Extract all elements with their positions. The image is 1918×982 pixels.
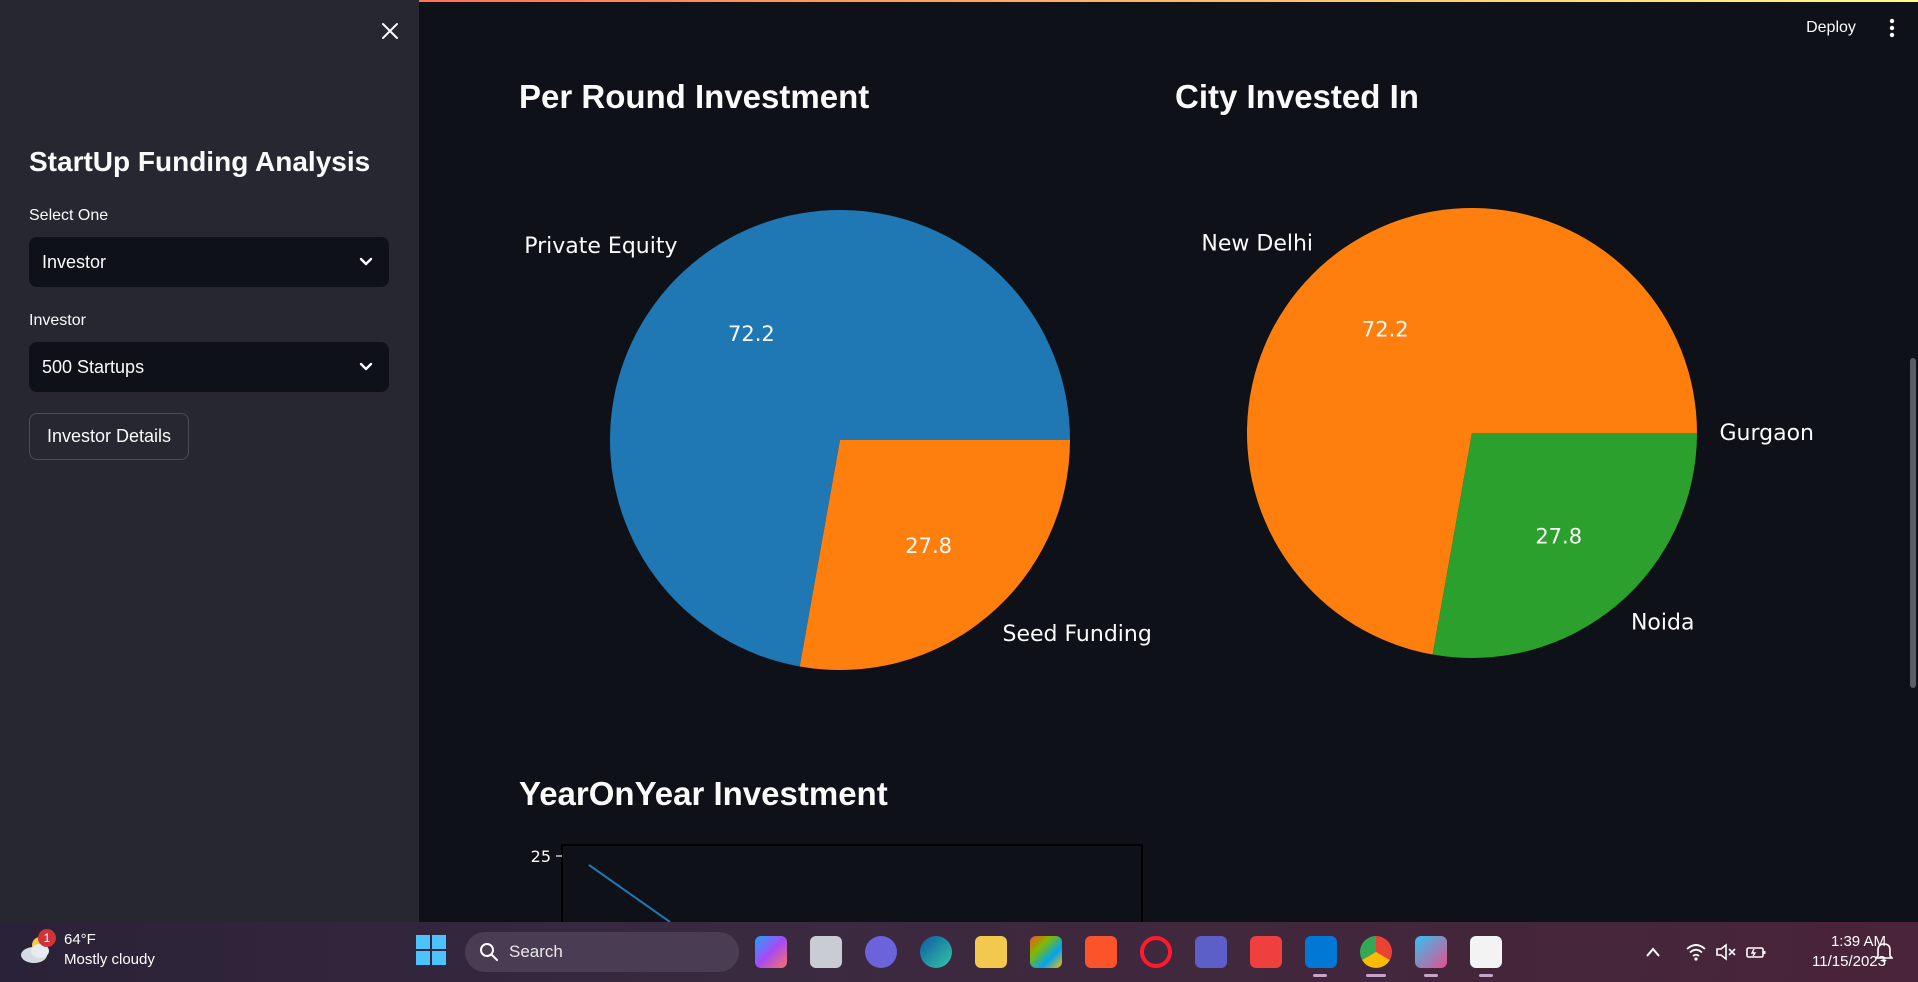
chrome-icon[interactable] bbox=[1360, 936, 1392, 968]
pie-category-label: Seed Funding bbox=[1002, 622, 1151, 647]
snipping-running-indicator bbox=[1479, 974, 1493, 977]
taskbar: 1 64°F Mostly cloudy Search bbox=[0, 922, 1918, 982]
pie-slice-private-equity bbox=[610, 209, 1070, 667]
cloud-moon-icon: 1 bbox=[18, 929, 56, 969]
teams-icon[interactable] bbox=[1195, 936, 1227, 968]
weather-widget[interactable]: 1 64°F Mostly cloudy bbox=[18, 929, 155, 970]
weather-badge: 1 bbox=[38, 929, 56, 947]
select-one-label: Select One bbox=[29, 207, 109, 224]
paint-running-indicator bbox=[1424, 974, 1438, 977]
chrome-active-indicator bbox=[1366, 974, 1386, 977]
system-tray bbox=[1645, 922, 1767, 982]
scrollbar-thumb[interactable] bbox=[1910, 358, 1916, 688]
task-view-icon[interactable] bbox=[810, 936, 842, 968]
select-one-value: Investor bbox=[42, 251, 107, 272]
chat-icon[interactable] bbox=[865, 936, 897, 968]
clock-time: 1:39 AM bbox=[1830, 933, 1886, 950]
pie-value-label: 72.2 bbox=[1362, 318, 1409, 342]
chevron-down-icon bbox=[359, 257, 373, 266]
pie-slice-seed-funding bbox=[799, 440, 1070, 670]
edge-icon[interactable] bbox=[920, 936, 952, 968]
pie-category-label: Gurgaon bbox=[1720, 421, 1815, 446]
windows-icon bbox=[416, 935, 446, 965]
weather-temp: 64°F bbox=[64, 931, 96, 948]
weather-desc: Mostly cloudy bbox=[64, 951, 155, 968]
city-invested-title: City Invested In bbox=[1175, 78, 1419, 115]
system-clock[interactable]: 1:39 AM 11/15/2023 bbox=[1780, 932, 1886, 972]
notification-bell-icon[interactable] bbox=[1875, 942, 1893, 962]
line-chart-frame bbox=[561, 844, 1143, 922]
brave-icon[interactable] bbox=[1085, 936, 1117, 968]
series-line bbox=[588, 864, 671, 922]
copilot-icon[interactable] bbox=[755, 936, 787, 968]
select-one-dropdown[interactable]: Investor bbox=[29, 237, 389, 287]
sidebar-title: StartUp Funding Analysis bbox=[29, 146, 371, 177]
search-icon bbox=[480, 943, 498, 961]
close-sidebar-button[interactable] bbox=[375, 16, 405, 46]
vscode-running-indicator bbox=[1313, 974, 1327, 977]
main-menu-button[interactable] bbox=[1880, 14, 1904, 42]
search-label: Search bbox=[509, 942, 563, 961]
pie-slice-new-delhi bbox=[1247, 208, 1697, 655]
investor-value: 500 Startups bbox=[42, 356, 145, 377]
store-icon[interactable] bbox=[1030, 936, 1062, 968]
battery-icon[interactable] bbox=[1745, 943, 1767, 961]
pie-slice-noida bbox=[1432, 433, 1697, 658]
snipping-tool-icon[interactable] bbox=[1470, 936, 1502, 968]
top-accent-line bbox=[0, 0, 1918, 2]
investor-details-button[interactable]: Investor Details bbox=[29, 413, 189, 460]
per-round-pie-chart: 72.2 Private Equity 27.8 Seed Funding bbox=[524, 209, 1152, 670]
investor-dropdown[interactable]: 500 Startups bbox=[29, 342, 389, 392]
taskbar-search[interactable]: Search bbox=[465, 932, 739, 972]
chevron-down-icon bbox=[359, 362, 373, 371]
pie-category-label: Noida bbox=[1631, 611, 1694, 636]
paint-icon[interactable] bbox=[1415, 936, 1447, 968]
deploy-button[interactable]: Deploy bbox=[1806, 19, 1856, 36]
start-button[interactable] bbox=[415, 934, 451, 970]
investor-label: Investor bbox=[29, 312, 86, 329]
clock-date: 11/15/2023 bbox=[1812, 953, 1886, 970]
anydesk-icon[interactable] bbox=[1250, 936, 1282, 968]
close-icon bbox=[382, 23, 398, 39]
pie-value-label: 27.8 bbox=[905, 534, 952, 558]
per-round-title: Per Round Investment bbox=[519, 78, 870, 115]
opera-icon[interactable] bbox=[1140, 936, 1172, 968]
year-on-year-title: YearOnYear Investment bbox=[519, 775, 888, 812]
pie-value-label: 72.2 bbox=[728, 322, 775, 346]
chevron-up-icon[interactable] bbox=[1645, 946, 1661, 958]
pie-value-label: 27.8 bbox=[1535, 524, 1582, 548]
file-explorer-icon[interactable] bbox=[975, 936, 1007, 968]
y-tick-label: 25 bbox=[531, 847, 551, 866]
mute-speaker-icon[interactable] bbox=[1715, 943, 1737, 961]
pie-category-label: Private Equity bbox=[524, 234, 677, 259]
kebab-menu-icon bbox=[1889, 18, 1895, 38]
vscode-icon[interactable] bbox=[1305, 936, 1337, 968]
year-on-year-line-chart: 25 bbox=[531, 844, 1143, 922]
sidebar: StartUp Funding Analysis Select One Inve… bbox=[0, 0, 419, 922]
pie-category-label: New Delhi bbox=[1201, 231, 1313, 256]
wifi-icon[interactable] bbox=[1685, 943, 1707, 961]
